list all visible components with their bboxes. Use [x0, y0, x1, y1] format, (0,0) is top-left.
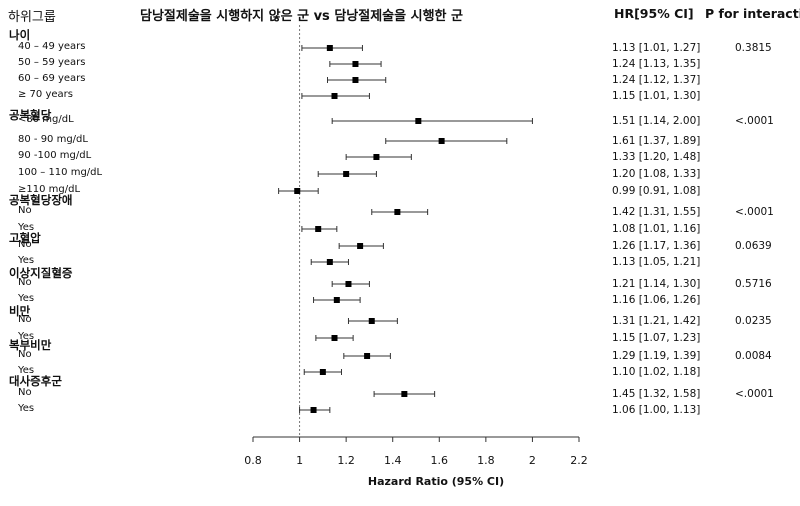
hr-ci-value: 1.24 [1.12, 1.37]: [612, 74, 701, 86]
hr-ci-value: 1.15 [1.01, 1.30]: [612, 90, 701, 102]
group-label: 대사증후군: [9, 374, 62, 388]
p-interaction-value: 0.0235: [735, 315, 772, 327]
hr-ci-value: 1.15 [1.07, 1.23]: [612, 332, 701, 344]
subgroup-label: No: [18, 387, 32, 398]
hr-ci-value: 1.06 [1.00, 1.13]: [612, 404, 701, 416]
x-tick-label: 0.8: [244, 454, 262, 467]
x-tick-label: 1.4: [384, 454, 402, 467]
subgroup-label: 80 - 90 mg/dL: [18, 134, 88, 145]
subgroup-label: Yes: [18, 222, 35, 233]
hr-point: [331, 93, 338, 99]
p-interaction-value: 0.3815: [735, 42, 772, 54]
p-interaction-value: 0.5716: [735, 278, 772, 290]
subgroup-header: 하위그룹: [8, 10, 56, 25]
p-interaction-value: <.0001: [735, 115, 774, 127]
hr-point: [315, 226, 322, 232]
hr-point: [333, 297, 340, 303]
hr-ci-value: 1.10 [1.02, 1.18]: [612, 366, 701, 378]
hr-point: [373, 154, 380, 160]
hr-ci-value: 1.61 [1.37, 1.89]: [612, 135, 701, 147]
hr-ci-value: 1.13 [1.01, 1.27]: [612, 42, 701, 54]
hr-point: [352, 61, 359, 67]
hr-point: [415, 118, 422, 124]
group-label: 공복혈당장애: [9, 193, 73, 207]
subgroup-label: 40 – 49 years: [18, 41, 86, 52]
subgroup-label: No: [18, 314, 32, 325]
hr-ci-value: 1.42 [1.31, 1.55]: [612, 206, 701, 218]
hr-ci-value: 1.24 [1.13, 1.35]: [612, 58, 701, 70]
subgroup-label: 60 – 69 years: [18, 73, 86, 84]
subgroup-label: ≥110 mg/dL: [18, 184, 81, 195]
hr-point: [364, 353, 371, 359]
subgroup-label: No: [18, 239, 32, 250]
hr-ci-header: HR[95% CI]: [614, 6, 694, 21]
subgroup-label: Yes: [18, 403, 35, 414]
chart-title: 담낭절제술을 시행하지 않은 군 vs 담낭절제술을 시행한 군: [140, 9, 463, 24]
x-tick-label: 2.2: [570, 454, 588, 467]
hr-ci-value: 1.13 [1.05, 1.21]: [612, 256, 701, 268]
hr-point: [294, 188, 301, 194]
x-tick-label: 1.8: [477, 454, 495, 467]
hr-point: [352, 77, 359, 83]
group-label: 이상지질혈증: [9, 266, 73, 280]
hr-ci-value: 1.16 [1.06, 1.26]: [612, 294, 701, 306]
group-label: 복부비만: [9, 338, 52, 352]
subgroup-label: Yes: [18, 365, 35, 376]
subgroup-label: 50 – 59 years: [18, 57, 86, 68]
hr-point: [343, 171, 350, 177]
hr-ci-value: 1.21 [1.14, 1.30]: [612, 278, 701, 290]
hr-ci-value: 1.33 [1.20, 1.48]: [612, 151, 701, 163]
hr-point: [319, 369, 326, 375]
hr-ci-value: 1.45 [1.32, 1.58]: [612, 388, 701, 400]
x-axis-label: Hazard Ratio (95% CI): [368, 475, 504, 488]
p-interaction-value: 0.0084: [735, 350, 772, 362]
group-label: 고혈압: [9, 231, 41, 245]
hr-point: [438, 138, 445, 144]
group-label: 비만: [9, 304, 31, 318]
p-interaction-value: <.0001: [735, 388, 774, 400]
x-tick-label: 1: [296, 454, 303, 467]
subgroup-label: 90 -100 mg/dL: [18, 150, 92, 161]
hr-point: [345, 281, 352, 287]
subgroup-label: 100 – 110 mg/dL: [18, 167, 103, 178]
hr-point: [357, 243, 364, 249]
group-label: 나이: [9, 28, 31, 42]
hr-point: [401, 391, 408, 397]
hr-point: [368, 318, 375, 324]
subgroup-label: Yes: [18, 293, 35, 304]
hr-point: [326, 45, 333, 51]
hr-ci-value: 1.31 [1.21, 1.42]: [612, 315, 701, 327]
hr-point: [310, 407, 317, 413]
x-tick-label: 2: [529, 454, 536, 467]
hr-point: [326, 259, 333, 265]
group-label: 공복혈당: [9, 108, 52, 122]
hr-ci-value: 1.29 [1.19, 1.39]: [612, 350, 701, 362]
p-interaction-value: <.0001: [735, 206, 774, 218]
hr-ci-value: 1.51 [1.14, 2.00]: [612, 115, 701, 127]
p-interaction-value: 0.0639: [735, 240, 772, 252]
subgroup-label: No: [18, 205, 32, 216]
p-interaction-header: P for interaction: [705, 6, 800, 21]
hr-ci-value: 1.20 [1.08, 1.33]: [612, 168, 701, 180]
hr-ci-value: 1.26 [1.17, 1.36]: [612, 240, 701, 252]
subgroup-label: <80 mg/dL: [18, 114, 74, 125]
subgroup-label: Yes: [18, 331, 35, 342]
hr-ci-value: 1.08 [1.01, 1.16]: [612, 223, 701, 235]
x-tick-label: 1.2: [337, 454, 355, 467]
hr-point: [394, 209, 401, 215]
subgroup-label: ≥ 70 years: [18, 89, 73, 100]
x-tick-label: 1.6: [431, 454, 449, 467]
hr-ci-value: 0.99 [0.91, 1.08]: [612, 185, 701, 197]
subgroup-label: No: [18, 349, 32, 360]
hr-point: [331, 335, 338, 341]
subgroup-label: Yes: [18, 255, 35, 266]
subgroup-label: No: [18, 277, 32, 288]
